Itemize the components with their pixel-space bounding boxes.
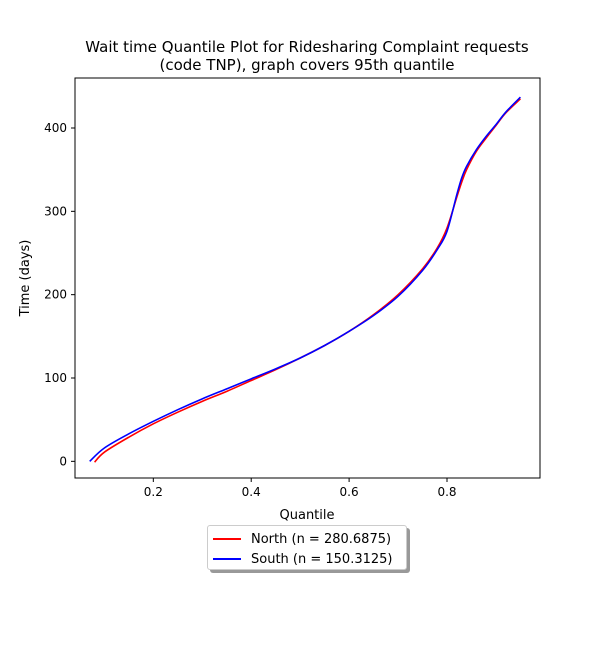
x-axis-label: Quantile <box>280 508 335 523</box>
legend-label-south: South (n = 150.3125) <box>251 551 393 567</box>
series-line-north <box>93 98 521 463</box>
plot-frame <box>74 77 541 479</box>
x-tick-label: 0.8 <box>437 485 456 499</box>
legend-swatch-south <box>213 558 241 560</box>
y-tick-label: 200 <box>44 288 67 302</box>
x-tick-label: 0.4 <box>242 485 261 499</box>
legend-swatch-north <box>213 538 241 540</box>
legend-entry-north: North (n = 280.6875) <box>208 530 391 548</box>
axis-ticks: 0.2 0.4 0.6 0.8 0 100 200 300 400 <box>44 121 456 499</box>
legend: North (n = 280.6875) South (n = 150.3125… <box>207 525 407 570</box>
y-tick-label: 400 <box>44 121 67 135</box>
legend-entry-south: South (n = 150.3125) <box>208 550 392 568</box>
y-tick-label: 0 <box>59 454 67 468</box>
x-tick-label: 0.2 <box>144 485 163 499</box>
chart-title-line-2: (code TNP), graph covers 95th quantile <box>160 56 455 74</box>
y-tick-label: 100 <box>44 371 67 385</box>
series-line-south <box>89 96 521 462</box>
y-axis-label: Time (days) <box>18 240 33 318</box>
y-tick-label: 300 <box>44 204 67 218</box>
x-tick-label: 0.6 <box>340 485 359 499</box>
chart-title-line-1: Wait time Quantile Plot for Ridesharing … <box>85 38 529 56</box>
series-lines <box>89 96 521 463</box>
legend-label-north: North (n = 280.6875) <box>251 531 392 547</box>
